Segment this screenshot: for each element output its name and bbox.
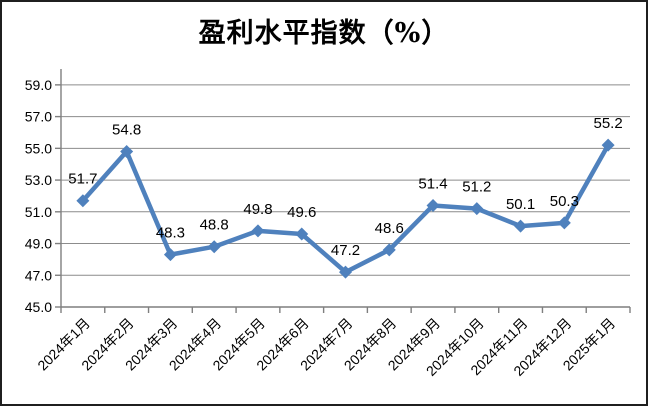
data-label: 50.3 [550, 193, 579, 210]
y-tick-label: 49.0 [25, 236, 52, 252]
data-point-marker [557, 216, 571, 230]
chart-title: 盈利水平指数（%） [198, 18, 450, 49]
data-label: 50.1 [506, 196, 535, 213]
data-point-marker [295, 227, 309, 241]
data-label: 49.6 [287, 204, 316, 221]
data-point-marker [470, 202, 484, 216]
data-label: 48.6 [375, 220, 404, 237]
data-point-marker [601, 138, 615, 152]
y-tick-label: 59.0 [25, 77, 52, 93]
y-tick-label: 47.0 [25, 267, 52, 283]
y-tick-label: 45.0 [25, 299, 52, 315]
data-label: 51.2 [462, 179, 491, 196]
data-point-marker [251, 224, 265, 238]
data-point-marker [207, 240, 221, 254]
data-point-marker [76, 194, 90, 208]
data-point-marker [382, 243, 396, 257]
data-point-marker [163, 248, 177, 262]
data-label: 51.4 [418, 175, 447, 192]
data-label: 54.8 [112, 122, 141, 139]
data-label: 51.7 [68, 171, 97, 188]
data-label: 47.2 [331, 242, 360, 259]
y-tick-label: 55.0 [25, 140, 52, 156]
data-point-marker [120, 145, 134, 159]
data-point-marker [426, 198, 440, 212]
y-tick-label: 53.0 [25, 172, 52, 188]
data-point-marker [514, 219, 528, 233]
data-label: 55.2 [594, 115, 623, 132]
y-tick-label: 57.0 [25, 109, 52, 125]
data-label: 49.8 [243, 201, 272, 218]
data-label: 48.3 [156, 225, 185, 242]
data-label: 48.8 [200, 217, 229, 234]
y-tick-label: 51.0 [25, 204, 52, 220]
data-point-marker [339, 265, 352, 279]
